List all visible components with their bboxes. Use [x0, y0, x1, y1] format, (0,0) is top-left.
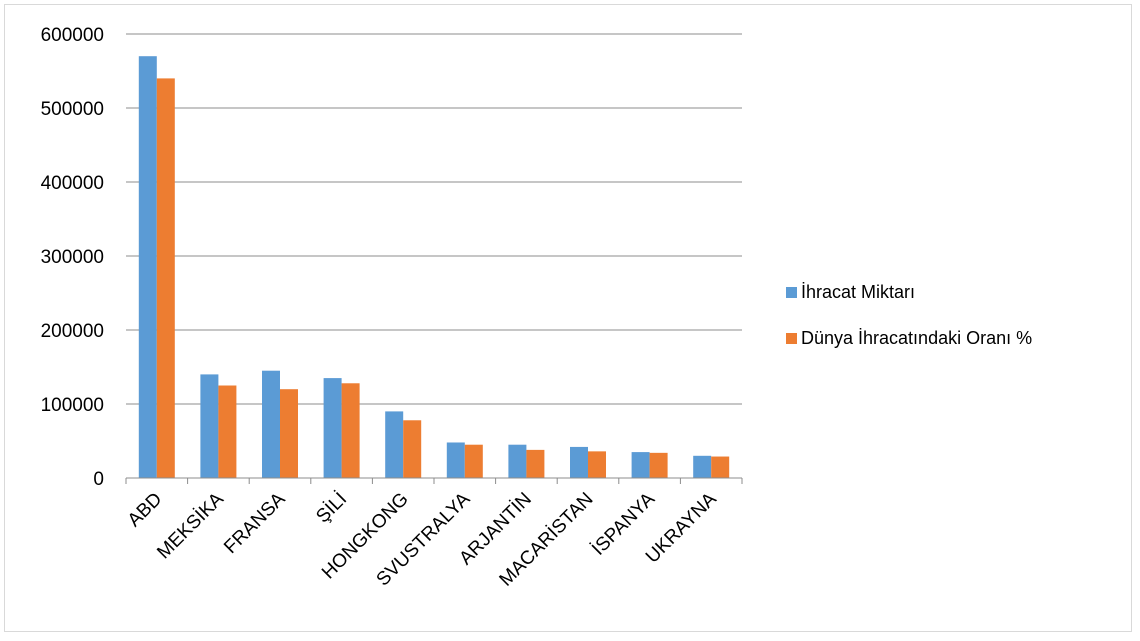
bar-ihracat-miktari	[385, 411, 404, 478]
gridlines	[126, 33, 742, 405]
bar-ihracat-miktari	[446, 442, 465, 478]
bar-ihracat-miktari	[693, 455, 712, 478]
bar-dunya-ihracatindaki-orani	[156, 78, 175, 479]
bar-dunya-ihracatindaki-orani	[649, 452, 668, 478]
bar-ihracat-miktari	[570, 446, 588, 478]
bar-dunya-ihracatindaki-orani	[464, 444, 483, 478]
bar-ihracat-miktari	[631, 452, 650, 478]
bar-ihracat-miktari	[200, 374, 219, 478]
bar-dunya-ihracatindaki-orani	[280, 389, 298, 478]
legend-swatch	[786, 333, 797, 344]
legend-swatch	[786, 287, 797, 298]
y-tick-label: 300000	[41, 247, 104, 268]
y-tick-label: 500000	[41, 99, 104, 120]
y-tick-label: 600000	[41, 25, 104, 46]
legend-label: İhracat Miktarı	[801, 282, 915, 302]
x-tick-label: FRANSA	[220, 488, 290, 558]
bar-dunya-ihracatindaki-orani	[711, 456, 730, 478]
y-tick-label: 0	[93, 469, 104, 490]
bar-ihracat-miktari	[262, 370, 280, 478]
bar-dunya-ihracatindaki-orani	[403, 420, 422, 478]
y-tick-label: 400000	[41, 173, 104, 194]
y-tick-label: 200000	[41, 321, 104, 342]
legend: İhracat Miktarı Dünya İhracatındaki Oranı…	[786, 282, 1032, 348]
bar-dunya-ihracatindaki-orani	[341, 383, 360, 478]
bar-ihracat-miktari	[508, 444, 527, 478]
bar-dunya-ihracatindaki-orani	[526, 449, 545, 478]
bar-ihracat-miktari	[138, 56, 157, 478]
x-tick-label: ABD	[124, 489, 166, 531]
bar-dunya-ihracatindaki-orani	[218, 385, 237, 478]
x-tick-label: ŞİLİ	[312, 489, 351, 528]
bars	[138, 56, 730, 479]
bar-ihracat-miktari	[323, 378, 342, 478]
legend-label: Dünya İhracatındaki Oranı %	[801, 328, 1032, 348]
bar-dunya-ihracatindaki-orani	[588, 451, 606, 478]
chart-area	[4, 4, 1132, 632]
y-tick-label: 100000	[41, 395, 104, 416]
x-tick-label: MEKSİKA	[153, 488, 228, 563]
